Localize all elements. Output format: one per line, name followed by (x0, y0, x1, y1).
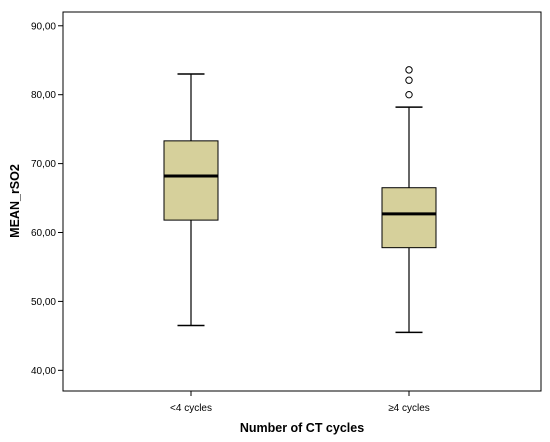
outlier-point (405, 90, 413, 99)
box-1 (163, 73, 219, 327)
x-axis: <4 cycles ≥4 cycles (170, 391, 430, 414)
interquartile-box (163, 140, 219, 221)
outlier-point (405, 66, 413, 74)
y-tick-label: 60,00 (31, 228, 56, 239)
x-tick-label: ≥4 cycles (388, 403, 430, 414)
x-axis-title: Number of CT cycles (240, 421, 364, 435)
y-tick-label: 50,00 (31, 297, 56, 308)
y-axis: 40,00 50,00 60,00 70,00 80,00 90,00 (31, 21, 63, 377)
boxes-group (163, 66, 437, 334)
interquartile-box (381, 187, 437, 249)
y-tick-label: 80,00 (31, 90, 56, 101)
box-2 (381, 66, 437, 334)
y-tick-label: 90,00 (31, 21, 56, 32)
plot-area (62, 11, 542, 392)
x-tick-label: <4 cycles (170, 403, 212, 414)
y-tick-label: 70,00 (31, 159, 56, 170)
outlier-point (405, 76, 413, 84)
y-axis-title: MEAN_rSO2 (8, 164, 22, 238)
y-tick-label: 40,00 (31, 366, 56, 377)
